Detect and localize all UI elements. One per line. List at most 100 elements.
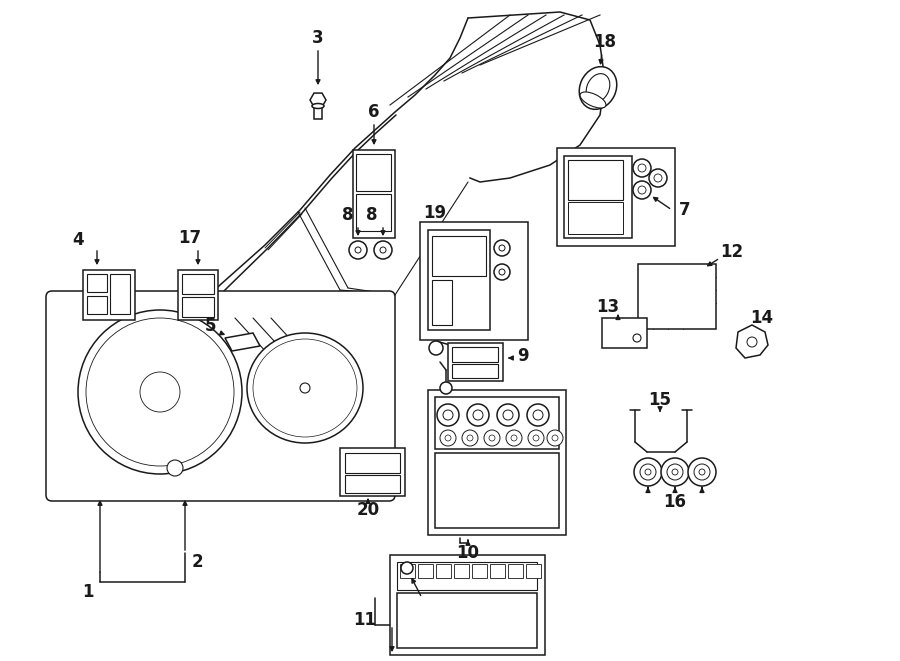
Circle shape xyxy=(440,430,456,446)
Circle shape xyxy=(533,410,543,420)
Circle shape xyxy=(484,430,500,446)
Bar xyxy=(448,343,503,381)
Text: 8: 8 xyxy=(342,206,354,224)
Bar xyxy=(432,236,486,276)
Circle shape xyxy=(506,430,522,446)
Bar xyxy=(526,564,541,578)
Ellipse shape xyxy=(580,92,606,108)
Bar xyxy=(182,297,214,317)
Bar xyxy=(508,564,523,578)
Circle shape xyxy=(489,435,495,441)
Bar xyxy=(397,593,537,648)
Bar xyxy=(340,448,405,496)
Text: 13: 13 xyxy=(597,298,619,316)
FancyBboxPatch shape xyxy=(46,291,395,501)
Text: 19: 19 xyxy=(423,204,446,222)
Text: 5: 5 xyxy=(204,317,216,335)
Bar xyxy=(452,364,498,378)
Circle shape xyxy=(499,269,505,275)
Circle shape xyxy=(503,410,513,420)
Text: 3: 3 xyxy=(312,29,324,47)
Ellipse shape xyxy=(586,73,610,102)
Circle shape xyxy=(547,430,563,446)
Circle shape xyxy=(654,174,662,182)
Circle shape xyxy=(633,181,651,199)
Bar xyxy=(356,154,391,191)
Circle shape xyxy=(355,247,361,253)
Circle shape xyxy=(552,435,558,441)
Bar xyxy=(428,390,566,535)
Bar xyxy=(454,564,469,578)
Circle shape xyxy=(443,410,453,420)
Circle shape xyxy=(429,341,443,355)
Text: 20: 20 xyxy=(356,501,380,519)
Bar xyxy=(420,222,528,340)
Bar xyxy=(568,202,623,234)
Circle shape xyxy=(694,464,710,480)
Text: 10: 10 xyxy=(456,544,480,562)
Bar xyxy=(345,453,400,473)
Circle shape xyxy=(155,387,165,397)
Text: 17: 17 xyxy=(178,229,202,247)
Circle shape xyxy=(445,435,451,441)
Polygon shape xyxy=(310,93,326,107)
Circle shape xyxy=(300,383,310,393)
Bar xyxy=(87,296,107,314)
Text: 9: 9 xyxy=(518,347,529,365)
Circle shape xyxy=(462,430,478,446)
Bar xyxy=(418,564,433,578)
Circle shape xyxy=(699,469,705,475)
Bar xyxy=(435,453,559,528)
Bar xyxy=(638,264,716,329)
Text: 2: 2 xyxy=(191,553,202,571)
Circle shape xyxy=(380,247,386,253)
Bar xyxy=(472,564,487,578)
Text: 12: 12 xyxy=(720,243,743,261)
Polygon shape xyxy=(225,333,260,351)
Bar xyxy=(435,397,559,449)
Circle shape xyxy=(672,469,678,475)
Bar xyxy=(452,347,498,362)
Bar xyxy=(432,280,452,325)
Circle shape xyxy=(528,430,544,446)
Circle shape xyxy=(638,164,646,172)
Circle shape xyxy=(511,435,517,441)
Circle shape xyxy=(634,458,662,486)
Bar xyxy=(397,562,537,590)
Circle shape xyxy=(494,240,510,256)
Circle shape xyxy=(527,404,549,426)
Bar xyxy=(314,107,322,119)
Bar xyxy=(345,475,400,493)
Bar xyxy=(390,555,545,655)
Bar xyxy=(557,148,675,246)
Circle shape xyxy=(633,159,651,177)
Text: 4: 4 xyxy=(72,231,84,249)
Circle shape xyxy=(661,458,689,486)
Circle shape xyxy=(401,562,413,574)
Text: 15: 15 xyxy=(649,391,671,409)
Bar xyxy=(436,564,451,578)
Circle shape xyxy=(638,186,646,194)
Circle shape xyxy=(640,464,656,480)
Bar xyxy=(178,270,218,320)
Circle shape xyxy=(497,404,519,426)
Bar xyxy=(356,194,391,231)
Bar xyxy=(400,564,415,578)
Ellipse shape xyxy=(247,333,363,443)
Text: 7: 7 xyxy=(680,201,691,219)
Circle shape xyxy=(467,435,473,441)
Circle shape xyxy=(499,245,505,251)
Circle shape xyxy=(86,318,234,466)
Bar xyxy=(564,156,632,238)
Circle shape xyxy=(633,334,641,342)
Text: 1: 1 xyxy=(82,583,94,601)
Polygon shape xyxy=(736,325,768,358)
Circle shape xyxy=(140,372,180,412)
Text: 6: 6 xyxy=(368,103,380,121)
Circle shape xyxy=(533,435,539,441)
Bar xyxy=(568,160,623,200)
Text: 11: 11 xyxy=(354,611,376,629)
Bar xyxy=(490,564,505,578)
Circle shape xyxy=(374,241,392,259)
Ellipse shape xyxy=(312,104,324,108)
